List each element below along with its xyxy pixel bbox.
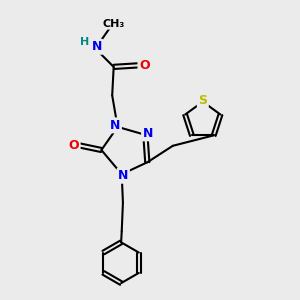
Text: N: N (118, 169, 128, 182)
Text: N: N (92, 40, 102, 53)
Text: CH₃: CH₃ (103, 19, 125, 29)
Text: O: O (68, 139, 79, 152)
Text: S: S (198, 94, 207, 107)
Text: H: H (80, 37, 89, 47)
Text: N: N (142, 127, 153, 140)
Text: N: N (110, 119, 120, 132)
Text: O: O (139, 59, 150, 72)
